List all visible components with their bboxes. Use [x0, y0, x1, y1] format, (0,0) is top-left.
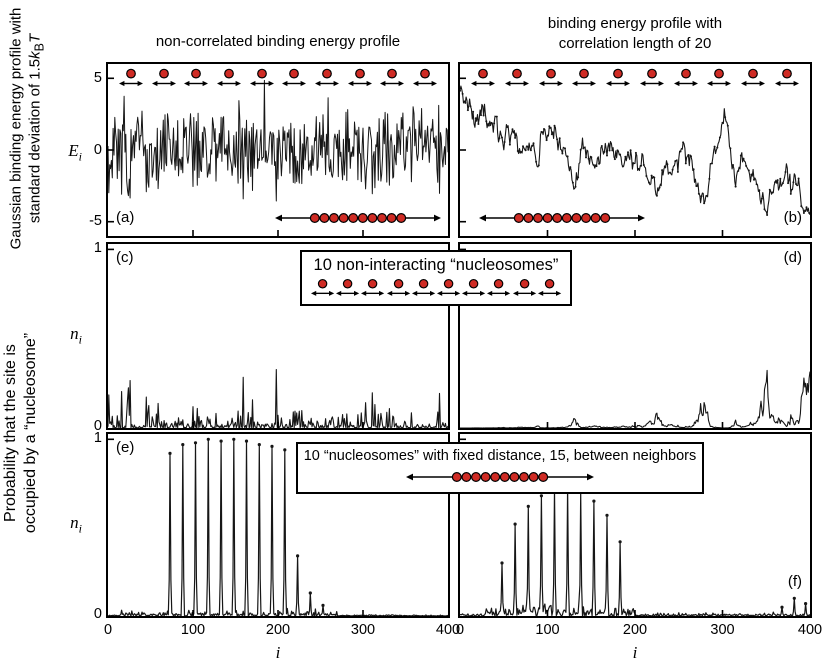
nucleosome-icon [462, 279, 486, 296]
panel-label-e: (e) [116, 439, 135, 456]
y-tick-label: 1 [93, 240, 102, 256]
left-axis-label-probability-line1: Probability that the site is [2, 344, 19, 522]
nucleosome-chain-icon [406, 471, 594, 483]
x-tick-label: 200 [265, 622, 291, 638]
nucleosome-icon [249, 68, 274, 87]
nucleosome-icon [151, 68, 176, 87]
x-tick-label: 300 [350, 622, 376, 638]
nucleosome-icon [310, 279, 335, 296]
panel-b-plot [460, 77, 810, 236]
x-tick-labels-right: 0 100 200 300 400 [445, 622, 825, 638]
y-tick-label: 0 [93, 142, 102, 158]
x-tick-label: 100 [535, 622, 560, 638]
nucleosome-icon [411, 279, 436, 296]
panel-label-d: (d) [783, 249, 802, 266]
x-tick-label: 300 [710, 622, 735, 638]
x-tick-labels-left: 0 100 200 300 400 [93, 622, 463, 638]
y-tick-label: -5 [89, 213, 102, 229]
nucleosome-icon [119, 68, 143, 87]
annotation-text-fixed-distance: 10 “nucleosomes” with fixed distance, 15… [303, 448, 697, 464]
nucleosome-icon [282, 68, 307, 87]
nucleosome-icon [412, 68, 437, 87]
y-tick-label: 5 [93, 70, 102, 86]
nucleosome-icon [436, 279, 461, 296]
annotation-text-non-interacting: 10 non-interacting “nucleosomes” [313, 256, 559, 274]
panel-label-a: (a) [116, 209, 135, 226]
panel-d-plot [460, 248, 810, 428]
column-title-left: non-correlated binding energy profile [155, 33, 401, 50]
nucleosome-icon-row-a [118, 68, 438, 89]
nucleosome-icon [336, 279, 360, 296]
panel-b: (b) [458, 62, 812, 238]
nucleosome-icon [380, 68, 405, 87]
x-tick-label: 100 [180, 622, 206, 638]
nucleosome-icon [347, 68, 372, 87]
nucleosome-icon [386, 279, 410, 296]
nucleosome-icon [487, 279, 511, 296]
panel-a-plot [108, 77, 448, 236]
nucleosome-icon [504, 68, 529, 87]
nucleosome-icon [471, 68, 495, 87]
nucleosome-icon [639, 68, 664, 87]
nucleosome-icon [184, 68, 209, 87]
x-tick-label: 0 [103, 622, 113, 638]
nucleosome-chain-b [476, 206, 648, 230]
annotation-box-fixed-distance: 10 “nucleosomes” with fixed distance, 15… [296, 442, 704, 494]
nucleosome-icon [707, 68, 732, 87]
left-axis-label-probability-line2: occupied by a “nucleosome” [22, 332, 39, 534]
y-tick-label: 1 [93, 430, 102, 446]
nucleosome-icon [741, 68, 766, 87]
nucleosome-chain-icon [479, 212, 645, 224]
x-tick-label: 0 [455, 622, 465, 638]
panel-c-plot [108, 248, 448, 428]
nucleosome-icon [216, 68, 241, 87]
nucleosome-icon-row-box [302, 275, 570, 304]
x-axis-symbol-right: i [632, 643, 638, 662]
left-axis-label-energy-line1: Gaussian binding energy profile with [7, 7, 25, 250]
nucleosome-icon [572, 68, 597, 87]
column-title-right: binding energy profile with correlation … [458, 14, 812, 54]
y-axis-symbol-occupancy-bottom: ni [70, 513, 82, 536]
nucleosome-icon [537, 279, 562, 296]
left-axis-label-energy-line2: standard deviation of 1.5kBT [26, 33, 47, 224]
annotation-box-non-interacting: 10 non-interacting “nucleosomes” [300, 250, 572, 306]
nucleosome-icon [774, 68, 799, 87]
nucleosome-icon [512, 279, 536, 296]
nucleosome-icon [361, 279, 385, 296]
nucleosome-icon [606, 68, 631, 87]
nucleosome-chain-a [272, 206, 444, 230]
panel-label-b: (b) [783, 209, 802, 226]
nucleosome-icon [314, 68, 339, 87]
nucleosome-icon-row-b [470, 68, 800, 89]
column-title-right-line2: correlation length of 20 [558, 35, 712, 52]
panel-label-c: (c) [116, 249, 134, 266]
x-tick-label: 400 [797, 622, 823, 638]
x-tick-label: 400 [435, 622, 461, 638]
x-tick-label: 200 [622, 622, 648, 638]
x-axis-symbol-left: i [275, 643, 281, 662]
panel-d: (d) [458, 242, 812, 430]
nucleosome-chain-icon [275, 212, 441, 224]
panel-label-f: (f) [787, 573, 802, 590]
left-axis-label-energy: Gaussian binding energy profile with sta… [7, 0, 50, 259]
panel-a: (a) [106, 62, 450, 238]
y-tick-label: 0 [93, 606, 102, 622]
nucleosome-chain-box [298, 464, 702, 492]
column-title-right-line1: binding energy profile with [547, 15, 723, 32]
y-axis-symbol-occupancy-mid: ni [70, 324, 82, 347]
y-tick-label: 0 [93, 418, 102, 434]
nucleosome-icon [538, 68, 563, 87]
y-axis-symbol-energy: Ei [68, 141, 82, 164]
left-axis-label-probability: Probability that the site is occupied by… [1, 288, 41, 578]
panel-e-plot [108, 437, 448, 616]
nucleosome-icon [673, 68, 698, 87]
